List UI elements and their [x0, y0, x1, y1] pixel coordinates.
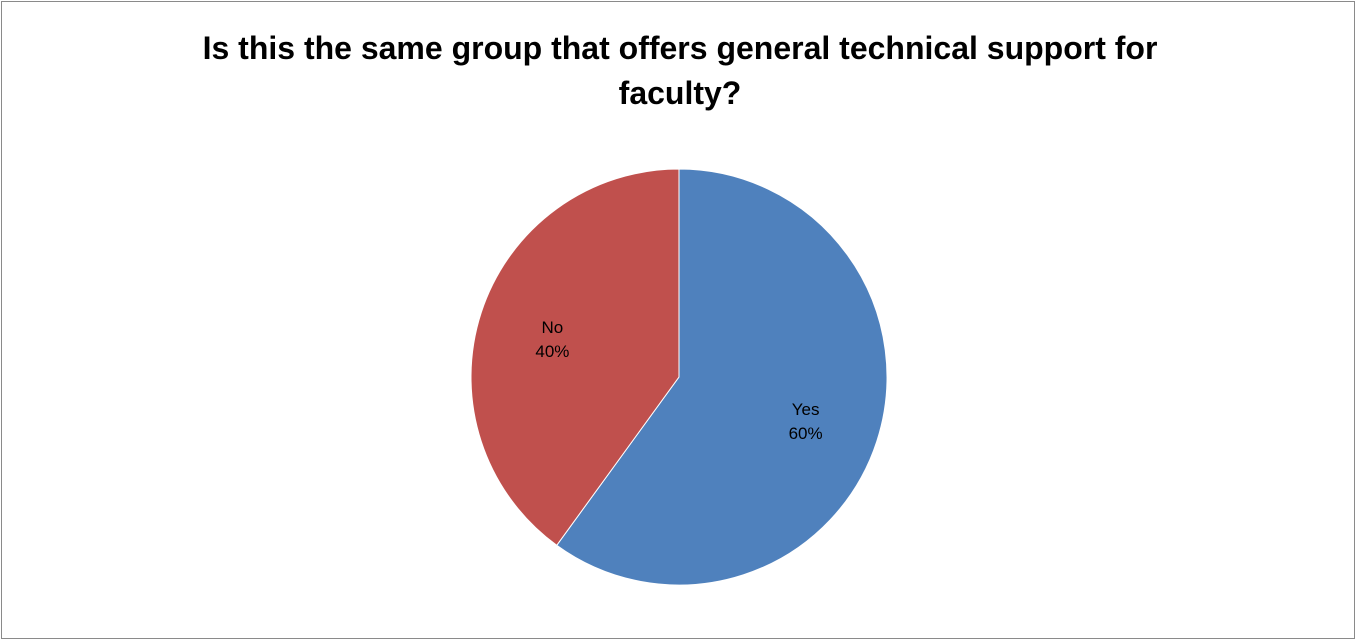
chart-title: Is this the same group that offers gener…	[202, 30, 1158, 111]
pie-slices	[470, 168, 888, 586]
data-label-category: Yes	[792, 400, 820, 419]
pie-slice-no	[470, 168, 680, 546]
data-label-yes: Yes 60%	[789, 400, 823, 443]
data-label-percent: 60%	[789, 424, 823, 443]
pie-slice-yes	[556, 168, 888, 586]
data-label-percent: 40%	[535, 342, 569, 361]
data-label-category: No	[542, 318, 564, 337]
data-label-no: No 40%	[535, 318, 569, 361]
pie-labels: Yes 60% No 40%	[535, 318, 822, 443]
